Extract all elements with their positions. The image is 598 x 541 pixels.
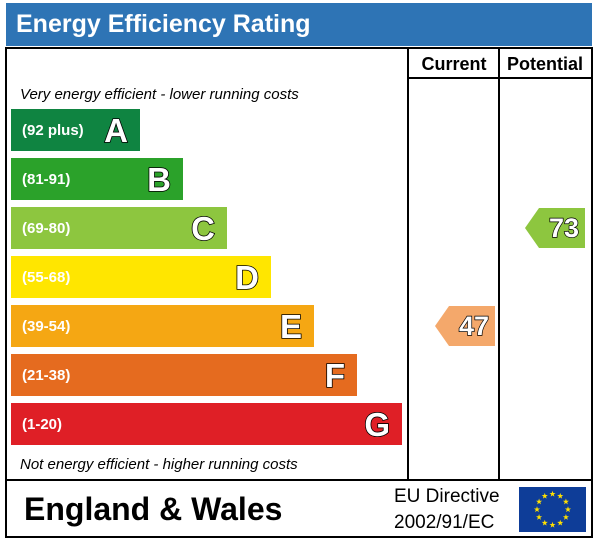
band-g-range: (1-20) [22, 416, 62, 433]
eu-star-icon [549, 521, 556, 528]
eu-star-icon [562, 498, 569, 505]
bottom-note: Not energy efficient - higher running co… [20, 456, 298, 473]
rating-bands: (92 plus) A (81-91) B (69-80) C (55-68) D (39-54… [11, 109, 402, 445]
band-d-letter: D [235, 259, 259, 296]
band-f-letter: F [325, 357, 345, 394]
band-f-range: (21-38) [22, 367, 70, 384]
band-g-bar [11, 403, 402, 445]
eu-star-icon [564, 506, 572, 513]
chart-frame [5, 47, 593, 538]
current-column-header: Current [421, 54, 486, 74]
potential-column-header: Potential [507, 54, 583, 74]
band-b-bar [11, 158, 183, 200]
rating-arrows: 47 73 [435, 208, 585, 346]
band-a-letter: A [104, 112, 128, 149]
band-c-range: (69-80) [22, 220, 70, 237]
current-rating-value: 47 [459, 311, 489, 341]
eu-star-icon [533, 506, 541, 513]
band-d-range: (55-68) [22, 269, 70, 286]
potential-rating-arrow [525, 208, 585, 248]
eu-flag-icon [519, 487, 586, 532]
eu-star-icon [557, 492, 564, 499]
band-c-letter: C [191, 210, 215, 247]
band-a-bar [11, 109, 140, 151]
directive-line-2: 2002/91/EC [394, 512, 494, 533]
band-g-letter: G [364, 406, 390, 443]
band-a-range: (92 plus) [22, 122, 84, 139]
eu-star-icon [536, 498, 543, 505]
eu-star-icon [562, 514, 569, 520]
band-b-letter: B [147, 161, 171, 198]
band-b-range: (81-91) [22, 171, 70, 188]
region-label: England & Wales [24, 491, 282, 527]
eu-star-icon [541, 519, 548, 526]
eu-star-icon [549, 490, 556, 497]
eu-star-icon [541, 492, 548, 499]
title-bar [6, 3, 592, 46]
eu-star-icon [536, 514, 543, 520]
band-e-range: (39-54) [22, 318, 70, 335]
potential-rating-value: 73 [549, 213, 579, 243]
chart-title: Energy Efficiency Rating [16, 10, 311, 38]
band-d-bar [11, 256, 271, 298]
band-f-bar [11, 354, 357, 396]
eu-star-icon [557, 519, 564, 526]
directive-line-1: EU Directive [394, 486, 500, 507]
current-rating-arrow [435, 306, 495, 346]
top-note: Very energy efficient - lower running co… [20, 86, 299, 103]
band-e-letter: E [280, 308, 302, 345]
band-e-bar [11, 305, 314, 347]
band-c-bar [11, 207, 227, 249]
